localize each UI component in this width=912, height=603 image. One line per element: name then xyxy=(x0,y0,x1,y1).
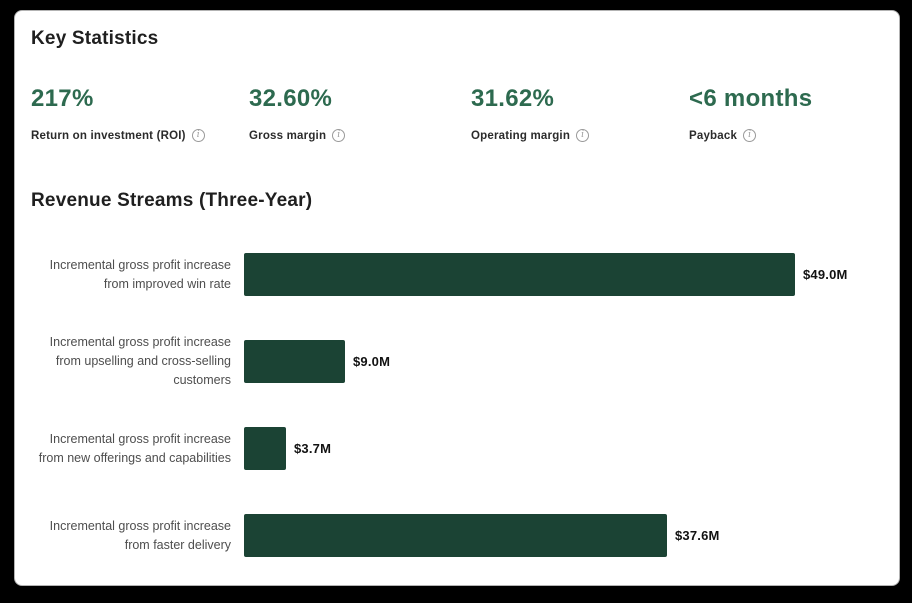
stat-gross-margin: 32.60% Gross margin i xyxy=(249,85,471,142)
info-icon-glyph: i xyxy=(748,130,752,140)
stat-gross-margin-label: Gross margin xyxy=(249,129,327,142)
revenue-streams-bar-chart: Incremental gross profit increase from i… xyxy=(31,231,889,579)
report-card: Key Statistics 217% Return on investment… xyxy=(14,10,900,586)
key-statistics-title: Key Statistics xyxy=(31,28,159,49)
stat-operating-margin-value: 31.62% xyxy=(471,85,555,112)
info-icon-glyph: i xyxy=(337,130,341,140)
bar-value-label: $37.6M xyxy=(675,528,720,543)
bar-category-label: Incremental gross profit increase from i… xyxy=(49,257,231,291)
bar-new-offerings xyxy=(244,427,286,470)
info-icon[interactable]: i xyxy=(576,129,590,142)
stat-roi-value: 217% xyxy=(31,85,94,112)
bar-category-label: Incremental gross profit increase from n… xyxy=(38,431,231,465)
chart-row: Incremental gross profit increase from u… xyxy=(31,318,889,405)
key-statistics-row: 217% Return on investment (ROI) i 32.60%… xyxy=(31,85,812,142)
revenue-streams-title: Revenue Streams (Three-Year) xyxy=(31,190,313,211)
stat-payback-value: <6 months xyxy=(689,85,813,112)
chart-row: Incremental gross profit increase from i… xyxy=(31,231,889,318)
bar-category-label: Incremental gross profit increase from u… xyxy=(49,335,231,387)
info-icon[interactable]: i xyxy=(743,129,757,142)
info-icon[interactable]: i xyxy=(191,129,205,142)
bar-category-label: Incremental gross profit increase from f… xyxy=(49,518,231,552)
chart-row: Incremental gross profit increase from n… xyxy=(31,405,889,492)
bar-upselling xyxy=(244,340,345,383)
chart-row: Incremental gross profit increase from f… xyxy=(31,492,889,579)
bar-faster-delivery xyxy=(244,514,667,557)
info-icon[interactable]: i xyxy=(332,129,346,142)
info-icon-glyph: i xyxy=(196,130,200,140)
bar-value-label: $9.0M xyxy=(353,354,391,369)
stat-roi: 217% Return on investment (ROI) i xyxy=(31,85,249,142)
stat-payback: <6 months Payback i xyxy=(689,85,812,142)
bar-value-label: $3.7M xyxy=(294,441,332,456)
info-icon-glyph: i xyxy=(581,130,584,140)
bar-value-label: $49.0M xyxy=(803,267,848,282)
stat-gross-margin-value: 32.60% xyxy=(249,85,333,112)
stat-roi-label: Return on investment (ROI) xyxy=(31,129,186,142)
stat-payback-label: Payback xyxy=(689,129,738,142)
stat-operating-margin: 31.62% Operating margin i xyxy=(471,85,689,142)
stat-operating-margin-label: Operating margin xyxy=(471,129,571,142)
bar-win-rate xyxy=(244,253,795,296)
